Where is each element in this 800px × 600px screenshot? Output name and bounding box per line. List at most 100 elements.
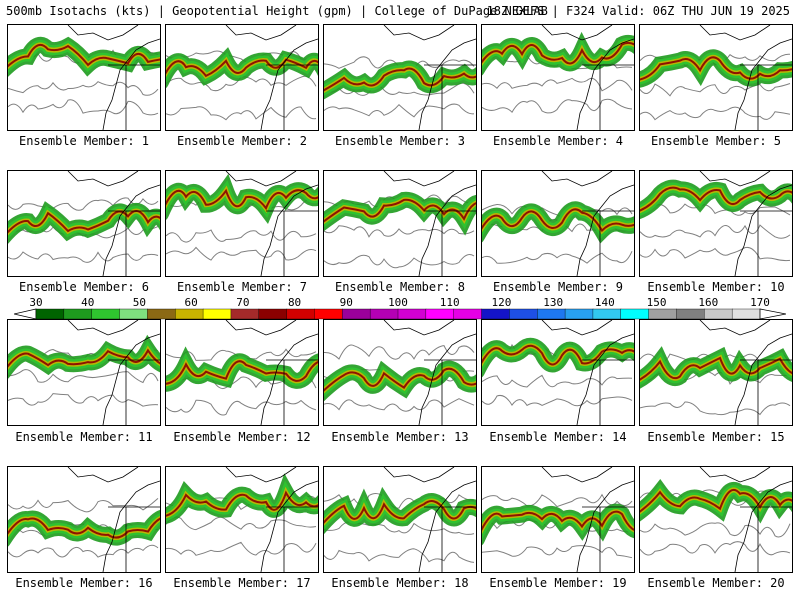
coastline <box>383 467 476 572</box>
panel-map <box>324 320 476 425</box>
legend-swatch <box>314 308 343 320</box>
coastline <box>383 320 476 425</box>
legend-swatch <box>564 308 594 320</box>
ensemble-panel <box>7 24 161 131</box>
isotach-band <box>8 43 160 68</box>
ensemble-panel <box>323 24 477 131</box>
ensemble-panel <box>481 24 635 131</box>
legend-swatch <box>63 308 93 320</box>
height-contour <box>8 197 159 211</box>
isotach-band <box>324 367 476 392</box>
height-contour <box>8 369 159 384</box>
panel-map <box>324 171 476 276</box>
height-contour <box>166 50 317 63</box>
map-header: 500mb Isotachs (kts) | Geopotential Heig… <box>6 4 794 20</box>
ensemble-member-label: Ensemble Member: 14 <box>489 430 627 444</box>
coastline <box>225 320 318 425</box>
height-contour <box>482 545 633 559</box>
height-contour <box>640 401 791 416</box>
ensemble-member-label: Ensemble Member: 15 <box>647 430 785 444</box>
legend-swatch <box>230 308 260 320</box>
coastline <box>699 320 792 425</box>
height-contour <box>166 399 317 416</box>
height-contour <box>166 541 317 556</box>
legend-swatch <box>537 308 566 320</box>
height-contour <box>482 374 633 388</box>
isotach-band <box>640 56 792 81</box>
height-contour <box>8 544 159 558</box>
coastline <box>67 25 160 130</box>
isotach-band <box>324 67 476 92</box>
legend-colorbar <box>14 308 786 320</box>
ensemble-member-label: Ensemble Member: 17 <box>173 576 311 590</box>
legend-tick-label: 90 <box>339 296 353 309</box>
ensemble-panel <box>481 466 635 573</box>
ensemble-member-label: Ensemble Member: 20 <box>647 576 785 590</box>
ensemble-panel <box>639 170 793 277</box>
ensemble-panel <box>165 170 319 277</box>
isotach-band <box>324 500 476 524</box>
height-contour <box>482 394 633 407</box>
isotach-band <box>640 489 792 513</box>
coastline <box>541 171 634 276</box>
height-contour <box>482 493 633 508</box>
legend-tick-label: 30 <box>29 296 43 309</box>
ensemble-panel <box>165 466 319 573</box>
height-contour <box>8 251 159 263</box>
height-contour <box>324 344 475 360</box>
legend-swatch <box>425 308 455 320</box>
ensemble-member-label: Ensemble Member: 19 <box>489 576 627 590</box>
panel-map <box>482 171 634 276</box>
height-contour <box>324 225 475 238</box>
isotach-band <box>8 209 160 234</box>
ensemble-member-label: Ensemble Member: 7 <box>176 280 308 294</box>
panel-map <box>640 25 792 130</box>
panel-map <box>8 467 160 572</box>
ensemble-panel <box>323 170 477 277</box>
panel-map <box>166 320 318 425</box>
legend-tick-label: 120 <box>491 296 512 309</box>
ensemble-member-label: Ensemble Member: 4 <box>492 134 624 148</box>
panel-map <box>166 171 318 276</box>
panel-map <box>166 467 318 572</box>
height-contour <box>8 498 159 513</box>
legend-swatch <box>704 308 733 320</box>
legend-swatch <box>397 308 427 320</box>
coastline <box>541 467 634 572</box>
ensemble-member-label: Ensemble Member: 6 <box>18 280 150 294</box>
coastline <box>383 25 476 130</box>
ensemble-panel <box>323 319 477 426</box>
legend-swatch <box>258 308 288 320</box>
legend-swatch <box>119 308 148 320</box>
legend-swatch <box>453 308 483 320</box>
isotach-band <box>640 186 792 212</box>
height-contour <box>8 99 159 116</box>
height-contour <box>640 522 791 538</box>
ensemble-member-label: Ensemble Member: 13 <box>331 430 469 444</box>
isotach-legend: 30 40 50 60 70 80 90 100 110 120 130 140 150 160 170 <box>14 296 786 320</box>
ensemble-member-label: Ensemble Member: 2 <box>176 134 308 148</box>
ensemble-panel <box>7 466 161 573</box>
height-contour <box>8 81 159 96</box>
height-contour <box>324 103 475 118</box>
ensemble-member-label: Ensemble Member: 8 <box>334 280 466 294</box>
ensemble-member-label: Ensemble Member: 1 <box>18 134 150 148</box>
coastline <box>225 467 318 572</box>
height-contour <box>482 203 633 218</box>
isotach-band <box>166 490 318 517</box>
isotach-band <box>482 208 634 233</box>
panel-map <box>324 467 476 572</box>
legend-swatch <box>731 308 761 320</box>
panel-map <box>640 320 792 425</box>
panel-map <box>166 25 318 130</box>
panel-map <box>482 25 634 130</box>
legend-swatch <box>342 308 371 320</box>
legend-tick-label: 100 <box>388 296 408 309</box>
legend-tick-label: 150 <box>646 296 667 309</box>
isotach-band <box>166 360 318 385</box>
isotach-band <box>324 198 476 223</box>
height-contour <box>324 254 475 269</box>
legend-tick-label: 40 <box>81 296 95 309</box>
panel-map <box>324 25 476 130</box>
panel-map <box>8 320 160 425</box>
